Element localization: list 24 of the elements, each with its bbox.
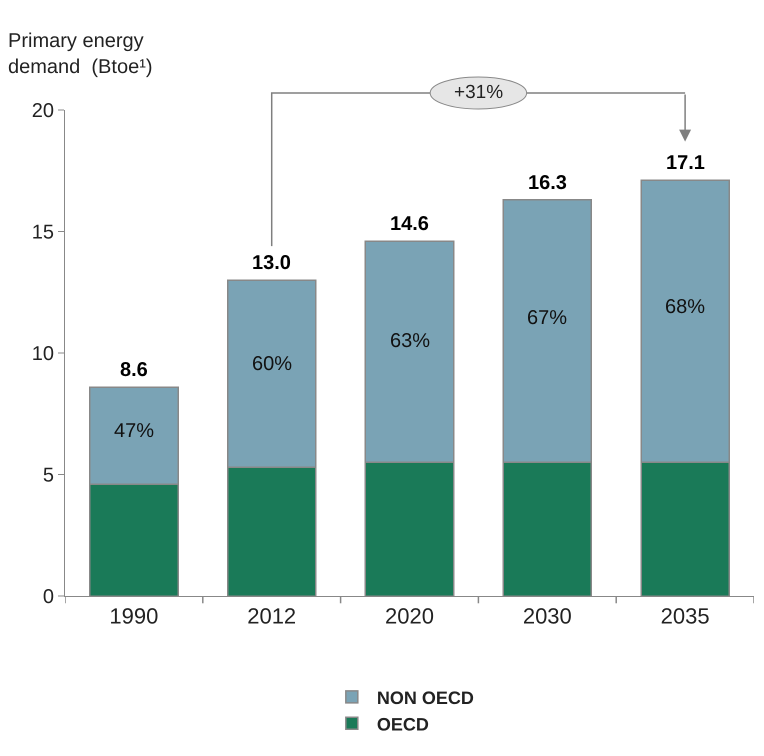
legend-label: OECD (376, 714, 429, 734)
annotation: 60% (252, 353, 292, 375)
text: +31% (454, 82, 504, 103)
y-tick-label: 5 (42, 464, 54, 486)
x-tick-label: 1990 (109, 603, 158, 628)
annotation: 63% (390, 330, 430, 352)
x-tick-label: 2030 (522, 603, 572, 628)
x-tick-label: 2020 (385, 603, 434, 628)
y-tick-label: 20 (32, 100, 54, 122)
y-tick-label: 10 (32, 343, 54, 365)
total-label: 8.6 (120, 359, 148, 381)
annotation: 67% (527, 307, 568, 329)
y-tick-label: 15 (32, 222, 54, 244)
total-label: 17.1 (666, 152, 705, 174)
x-tick-label: 2012 (247, 603, 296, 628)
y-axis-title: Primary energy demand (Btoe¹) (8, 30, 153, 78)
total-label: 13.0 (252, 252, 291, 274)
x-tick-label: 2035 (660, 603, 710, 628)
total-label: 16.3 (528, 172, 567, 194)
annotation: 47% (114, 420, 154, 442)
y-tick-label: 0 (42, 586, 54, 608)
legend-label: NON OECD (376, 688, 474, 708)
total-label: 14.6 (390, 213, 429, 235)
annotation: 68% (665, 296, 706, 318)
